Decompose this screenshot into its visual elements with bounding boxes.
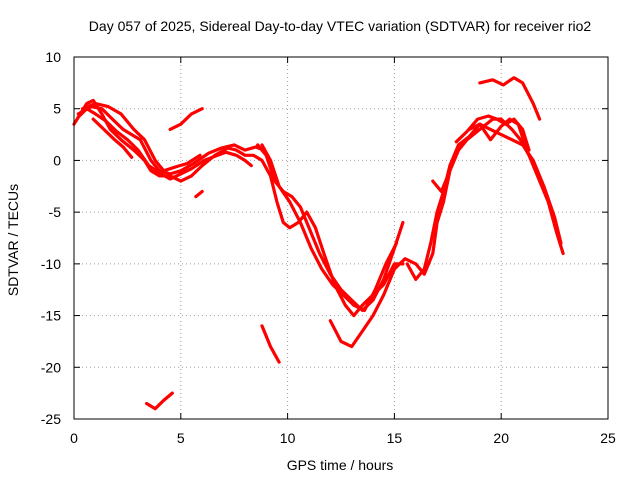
series-track-11 <box>467 117 529 152</box>
series-track-9 <box>405 122 563 281</box>
x-tick-label: 0 <box>70 430 78 446</box>
y-tick-label: -20 <box>41 359 61 375</box>
grid <box>74 57 608 419</box>
series-fragment-a <box>168 107 204 131</box>
series-fragment-b <box>194 189 204 199</box>
series-track-1 <box>72 98 405 318</box>
y-tick-label: 5 <box>53 101 61 117</box>
series-track-2 <box>76 107 253 181</box>
series-track-3 <box>76 105 266 176</box>
series-fragment-d <box>145 391 174 411</box>
plot-frame <box>73 56 609 420</box>
y-tick-label: -5 <box>49 204 62 220</box>
y-tick-label: -25 <box>41 411 61 427</box>
series-fragment-e <box>431 169 452 194</box>
y-tick-label: -10 <box>41 256 61 272</box>
axes: 0 5 10 15 20 25 -25 -20 -15 -10 -5 0 5 10 <box>41 49 616 446</box>
x-tick-label: 20 <box>493 430 509 446</box>
x-tick-label: 10 <box>280 430 296 446</box>
chart-title: Day 057 of 2025, Sidereal Day-to-day VTE… <box>89 18 592 34</box>
series-track-7 <box>260 143 399 312</box>
series-track-5 <box>91 117 134 159</box>
series-track-6 <box>256 143 405 312</box>
x-tick-label: 25 <box>600 430 616 446</box>
y-axis-label: SDTVAR / TECUs <box>5 184 21 296</box>
x-axis-label: GPS time / hours <box>287 457 394 473</box>
series-track-4 <box>80 101 202 173</box>
series-fragment-c <box>260 324 281 364</box>
x-tick-label: 5 <box>177 430 185 446</box>
series-track-12 <box>478 76 542 121</box>
y-tick-label: -15 <box>41 308 61 324</box>
x-tick-label: 15 <box>387 430 403 446</box>
series-group <box>72 76 565 411</box>
y-tick-label: 10 <box>45 49 61 65</box>
y-tick-label: 0 <box>53 152 61 168</box>
